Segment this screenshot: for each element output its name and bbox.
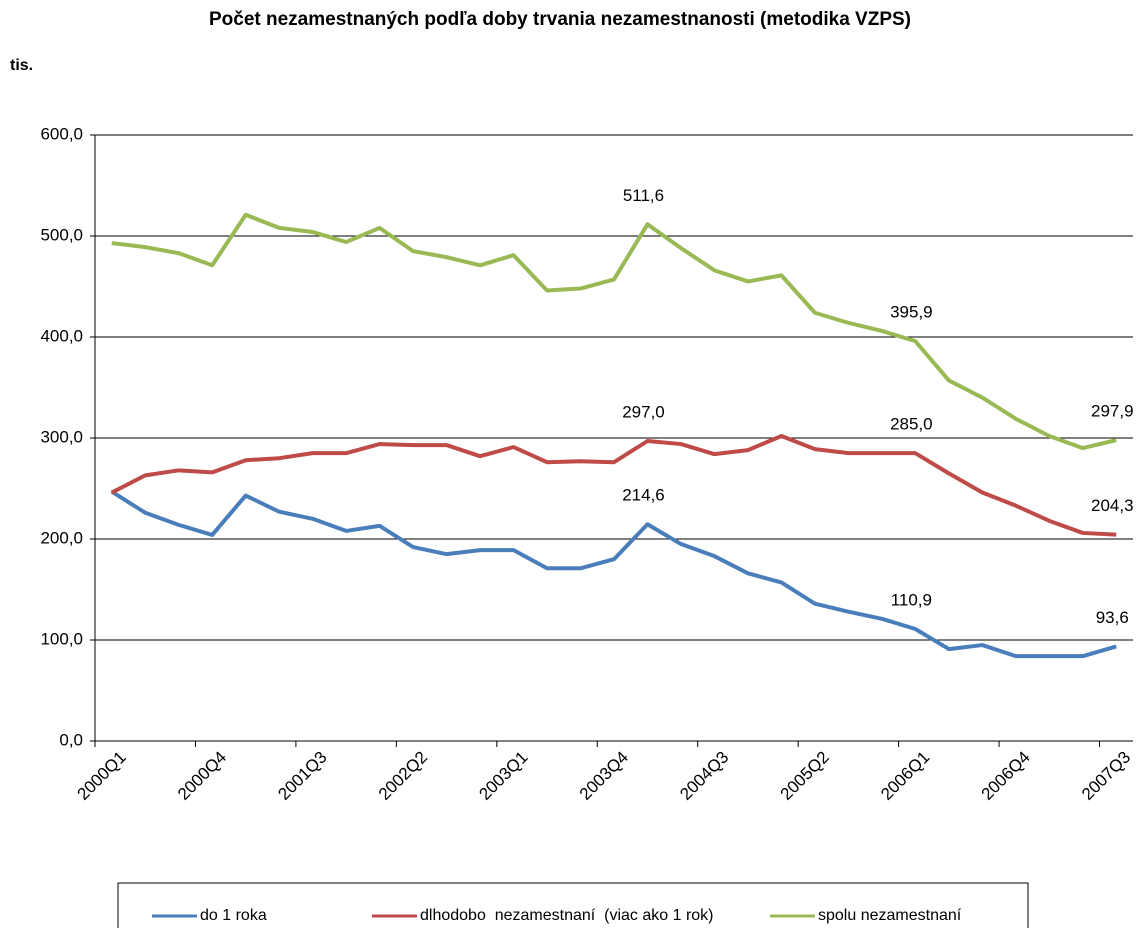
data-label: 511,6 [623,186,664,205]
series-line [110,433,1117,537]
x-tick-label: 2002Q2 [375,748,431,804]
chart-title: Počet nezamestnaných podľa doby trvania … [209,9,911,30]
x-tick-label: 2001Q3 [274,748,330,804]
y-tick-label: 200,0 [40,528,83,547]
data-label: 395,9 [890,303,933,322]
legend-label: do 1 roka [200,907,267,924]
data-label: 297,0 [622,403,665,422]
x-tick-label: 2003Q1 [475,748,531,804]
y-tick-label: 0,0 [59,730,83,749]
series-line [110,489,1117,659]
data-label: 214,6 [622,486,665,505]
y-tick-label: 400,0 [40,326,83,345]
y-tick-label: 600,0 [40,124,83,143]
data-label: 110,9 [891,590,932,609]
data-label: 93,6 [1096,608,1129,627]
y-axis-label: tis. [10,57,33,74]
x-tick-label: 2004Q3 [676,748,732,804]
x-tick-label: 2006Q1 [877,748,933,804]
x-tick-label: 2006Q4 [978,748,1034,804]
legend-label: dlhodobo nezamestnaní (viac ako 1 rok) [420,907,714,924]
legend-box [117,882,1029,928]
x-tick-label: 2000Q1 [74,748,130,804]
x-tick-label: 2003Q4 [576,748,632,804]
x-tick-label: 2007Q3 [1078,748,1134,804]
series-line [111,212,1117,451]
data-label: 285,0 [890,415,933,434]
legend-label: spolu nezamestnaní [818,907,962,924]
x-tick-label: 2005Q2 [777,748,833,804]
y-tick-label: 300,0 [40,427,83,446]
x-tick-label: 2000Q4 [174,748,230,804]
y-tick-label: 500,0 [40,225,83,244]
data-label: 297,9 [1091,402,1134,421]
data-label: 204,3 [1091,496,1134,515]
y-tick-label: 100,0 [40,629,83,648]
